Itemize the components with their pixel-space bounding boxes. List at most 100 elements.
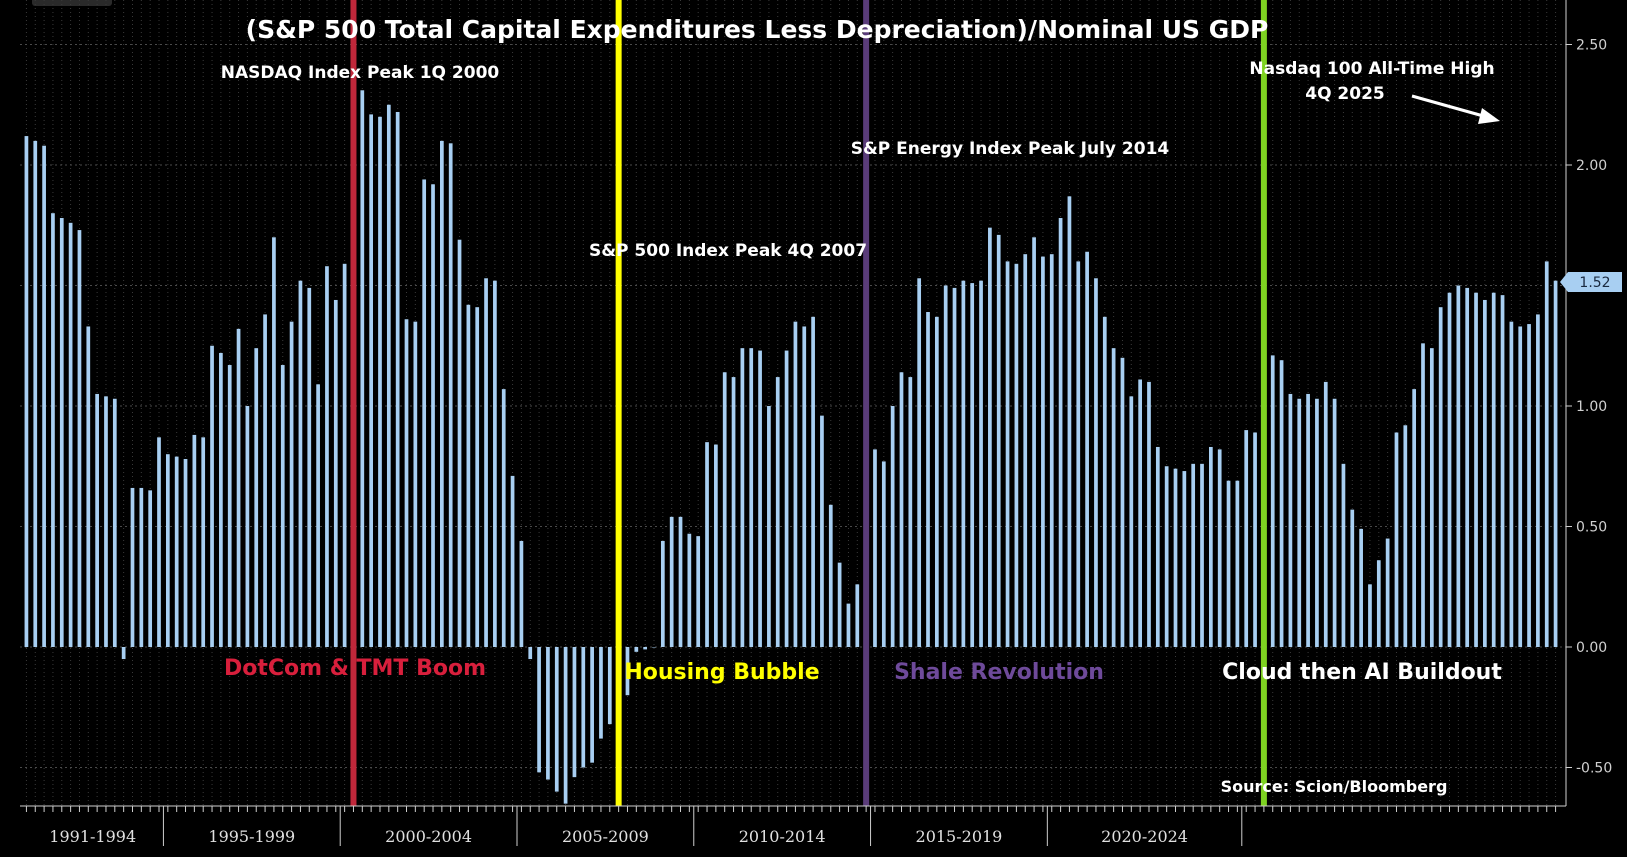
bar [360,90,365,648]
bar [1368,584,1372,647]
bar [563,647,568,804]
bar [758,350,762,647]
bar [457,239,462,647]
bar [210,345,214,647]
annotation-nasdaq-peak-2000: NASDAQ Index Peak 1Q 2000 [221,63,500,83]
bar [1315,398,1319,647]
bar [625,647,630,696]
bar [714,444,718,647]
last-value-label: 1.52 [1579,275,1610,291]
bar [599,647,603,739]
y-tick-label: -0.50 [1576,761,1612,777]
bar [961,280,966,647]
bar [1129,396,1134,647]
bar [1164,466,1169,647]
bar [333,299,338,647]
y-tick-label: 1.00 [1576,399,1607,415]
era-label-dotcom: DotCom & TMT Boom [224,656,486,681]
bar [1014,263,1019,647]
bar [1041,256,1045,647]
bar [236,328,241,647]
bar [378,116,382,648]
bar [1465,287,1470,647]
bar [1544,261,1549,647]
bar [484,278,488,647]
last-value-tag: 1.52 [1560,272,1622,292]
bar [1182,471,1187,647]
bar [546,647,550,780]
bar [165,454,170,647]
bar [1076,261,1081,647]
bar [917,278,922,647]
bar [51,213,55,647]
bar [1394,432,1399,647]
bar [1553,280,1558,647]
bar [395,111,400,648]
bar-layer [24,90,1558,804]
x-period-label: 1991-1994 [49,827,136,846]
bar [1491,292,1496,647]
bar [1270,355,1275,647]
y-tick-label: 2.50 [1576,38,1607,54]
bar [837,562,842,647]
bar [537,647,541,773]
bar [1421,343,1425,647]
bar [1058,218,1063,647]
bar [519,540,524,647]
bar [784,350,789,647]
corner-widget[interactable] [32,0,112,6]
annotation-sp500-peak-2007: S&P 500 Index Peak 4Q 2007 [589,241,867,261]
era-label-shale: Shale Revolution [894,660,1104,685]
bar [174,456,179,647]
bar [572,647,577,778]
bar [59,218,64,647]
bar [1200,463,1204,647]
bar [1094,278,1098,647]
bar [1536,314,1540,647]
x-period-label: 1995-1999 [208,827,295,846]
bar [1147,381,1151,647]
bar [1067,196,1072,647]
bar [1288,393,1293,647]
bar [1102,316,1107,647]
bar [77,230,82,647]
bar [1527,324,1531,647]
bar [1332,398,1337,647]
bar [112,398,117,647]
bar [1474,292,1478,647]
source-note: Source: Scion/Bloomberg [1221,777,1448,796]
bar [802,326,807,647]
x-period-label: 2010-2014 [739,827,826,846]
bar [970,283,975,647]
bar [1447,292,1452,647]
bar [846,603,851,647]
bar [1173,468,1178,647]
bar [926,312,930,647]
bar [475,307,480,647]
bar [1359,528,1363,647]
bar [1209,446,1213,647]
last-value-pointer [1560,272,1568,292]
annotation-arrow [1411,94,1500,124]
bar [289,321,294,647]
x-period-label: 2000-2004 [385,827,472,846]
bar [1120,357,1125,647]
bar [1049,254,1054,648]
bar [696,536,701,647]
bar [1005,261,1010,647]
bar [413,321,418,647]
bar [934,316,939,647]
bar [431,184,435,647]
bar [1438,307,1443,647]
bar [254,348,259,647]
bar [660,540,665,647]
bar [890,406,895,647]
bar [86,326,91,647]
bar [157,437,161,647]
bar [183,459,188,647]
bar [899,372,904,647]
bar [298,280,303,647]
bar [369,114,373,647]
x-axis-ticks: 1991-1994 1995-1999 2000-2004 2005-2009 2010… [25,806,1557,846]
